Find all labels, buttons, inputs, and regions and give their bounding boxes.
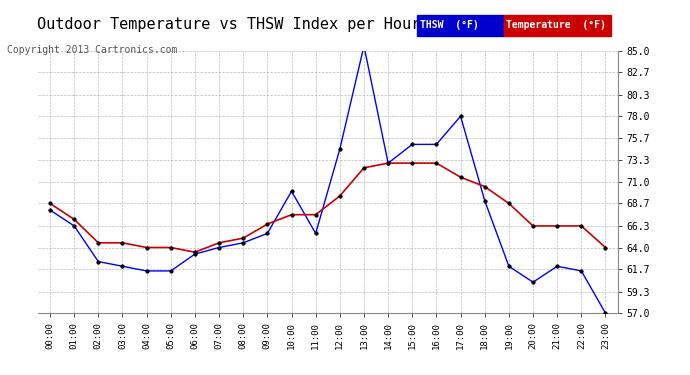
Text: THSW  (°F): THSW (°F) bbox=[420, 20, 479, 30]
Text: Temperature  (°F): Temperature (°F) bbox=[506, 20, 607, 30]
Text: Outdoor Temperature vs THSW Index per Hour (24 Hours)  20130902: Outdoor Temperature vs THSW Index per Ho… bbox=[37, 17, 612, 32]
Text: Copyright 2013 Cartronics.com: Copyright 2013 Cartronics.com bbox=[7, 45, 177, 55]
